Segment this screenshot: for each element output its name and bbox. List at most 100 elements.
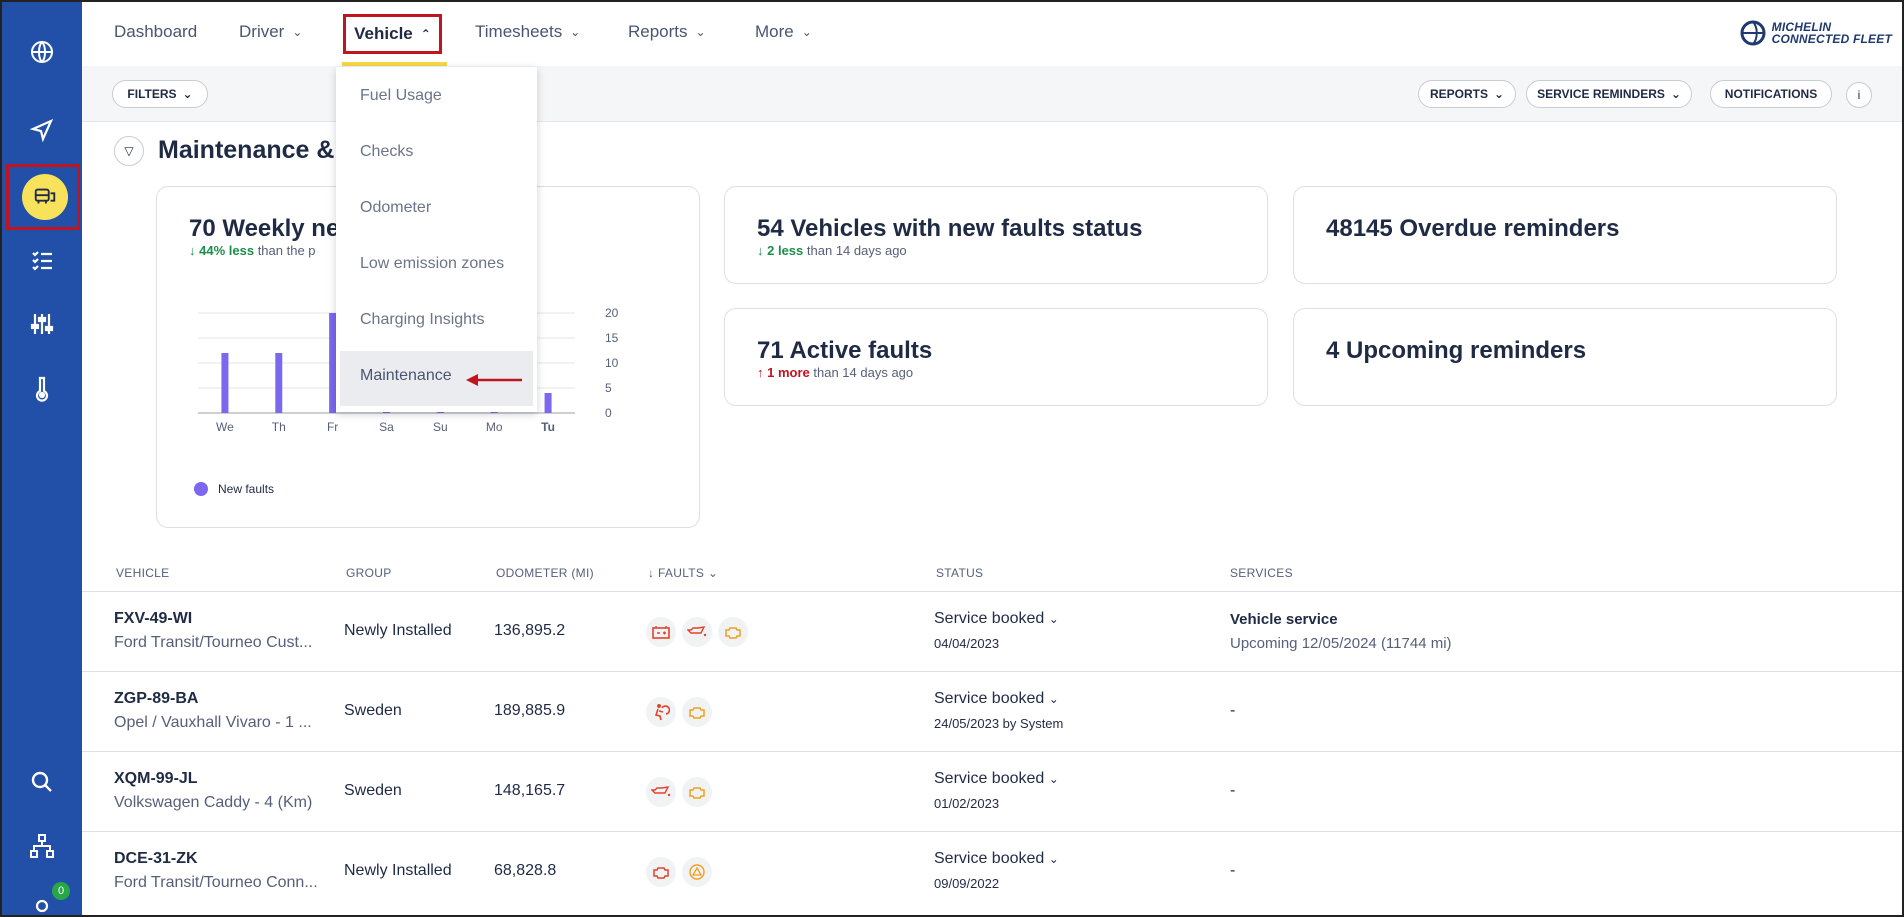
table-row[interactable]: FXV-49-WI Ford Transit/Tourneo Cust... N… xyxy=(82,592,1902,672)
menu-item-odometer[interactable]: Odometer xyxy=(360,199,432,216)
vehicle-model: Ford Transit/Tourneo Cust... xyxy=(114,634,313,651)
active-faults-delta: ↑ 1 more than 14 days ago xyxy=(757,365,913,380)
chevron-down-icon: ⌄ xyxy=(182,87,193,101)
service-title[interactable]: Vehicle service xyxy=(1230,611,1338,628)
new-faults-card[interactable]: 54 Vehicles with new faults status ↓ 2 l… xyxy=(724,186,1268,284)
sliders-icon[interactable] xyxy=(2,296,82,352)
vehicle-model: Volkswagen Caddy - 4 (Km) xyxy=(114,794,313,811)
new-faults-delta: ↓ 2 less than 14 days ago xyxy=(757,243,907,258)
col-header-odometer[interactable]: ODOMETER (MI) xyxy=(496,566,594,580)
chevron-up-icon: ⌃ xyxy=(420,27,431,41)
vehicle-odometer: 189,885.9 xyxy=(494,702,566,719)
status-dropdown[interactable]: Service booked ⌄ xyxy=(934,770,1059,788)
navigation-icon[interactable] xyxy=(2,102,82,158)
vehicle-dropdown-menu: Fuel Usage Checks Odometer Low emission … xyxy=(336,67,537,412)
active-faults-card[interactable]: 71 Active faults ↑ 1 more than 14 days a… xyxy=(724,308,1268,406)
filters-label: FILTERS xyxy=(127,87,177,101)
service-title: - xyxy=(1230,782,1236,799)
top-navigation: Dashboard Driver ⌄ Vehicle ⌃ Timesheets ⌄ R… xyxy=(82,2,1902,66)
col-header-vehicle[interactable]: VEHICLE xyxy=(116,566,170,580)
col-header-group[interactable]: GROUP xyxy=(346,566,392,580)
chevron-down-icon: ⌄ xyxy=(1493,87,1505,101)
y-tick-label: 20 xyxy=(605,306,619,320)
vehicle-icon xyxy=(22,174,68,220)
x-tick-label: We xyxy=(216,420,234,434)
status-label: Service booked xyxy=(934,770,1045,787)
col-header-status[interactable]: STATUS xyxy=(936,566,984,580)
vehicle-plate[interactable]: XQM-99-JL xyxy=(114,770,198,787)
table-row[interactable]: ZGP-89-BA Opel / Vauxhall Vivaro - 1 ...… xyxy=(82,672,1902,752)
brand-logo: MICHELIN CONNECTED FLEET xyxy=(1740,20,1892,46)
x-tick-label: Mo xyxy=(486,420,503,434)
upcoming-reminders-card[interactable]: 4 Upcoming reminders xyxy=(1293,308,1837,406)
status-dropdown[interactable]: Service booked ⌄ xyxy=(934,850,1059,868)
col-header-services[interactable]: SERVICES xyxy=(1230,566,1293,580)
oil-pressure-icon[interactable] xyxy=(682,617,712,647)
nav-more[interactable]: More ⌄ xyxy=(755,22,812,42)
check-engine-icon[interactable] xyxy=(682,697,712,727)
status-dropdown[interactable]: Service booked ⌄ xyxy=(934,690,1059,708)
weekly-faults-title: 70 Weekly ne xyxy=(189,215,340,242)
collapse-section-button[interactable]: ▽ xyxy=(114,136,144,166)
arrow-up-icon: ↑ xyxy=(757,365,764,380)
new-faults-delta-text: than 14 days ago xyxy=(806,243,907,258)
chart-bar xyxy=(275,353,283,413)
vehicle-plate[interactable]: ZGP-89-BA xyxy=(114,690,199,707)
nav-dashboard[interactable]: Dashboard xyxy=(114,22,197,42)
airbag-fault-icon[interactable] xyxy=(646,697,676,727)
info-icon[interactable]: i xyxy=(1846,82,1872,108)
service-reminders-button[interactable]: SERVICE REMINDERS ⌄ xyxy=(1526,80,1692,108)
table-row[interactable]: XQM-99-JL Volkswagen Caddy - 4 (Km) Swed… xyxy=(82,752,1902,832)
status-dropdown[interactable]: Service booked ⌄ xyxy=(934,610,1059,628)
status-date: 24/05/2023 by System xyxy=(934,716,1064,731)
col-header-faults[interactable]: ↓ FAULTS ⌄ xyxy=(648,566,718,580)
search-icon[interactable] xyxy=(2,754,82,810)
sidebar-item-vehicles[interactable] xyxy=(6,164,80,230)
y-tick-label: 10 xyxy=(605,356,619,370)
chevron-down-icon: ⌄ xyxy=(292,25,303,39)
chevron-down-icon: ⌄ xyxy=(1048,692,1059,706)
service-subtitle: Upcoming 12/05/2024 (11744 mi) xyxy=(1230,635,1452,652)
nav-timesheets[interactable]: Timesheets ⌄ xyxy=(475,22,580,42)
arrow-down-icon: ↓ xyxy=(189,243,196,258)
menu-item-maintenance[interactable] xyxy=(340,351,533,406)
filters-button[interactable]: FILTERS ⌄ xyxy=(112,80,208,108)
menu-item-charging-insights[interactable]: Charging Insights xyxy=(360,311,485,328)
reports-button[interactable]: REPORTS ⌄ xyxy=(1418,80,1516,108)
thermometer-icon[interactable] xyxy=(2,360,82,416)
engine-fault-icon[interactable] xyxy=(646,857,676,887)
active-faults-title: 71 Active faults xyxy=(757,337,933,364)
vehicle-plate[interactable]: FXV-49-WI xyxy=(114,610,193,627)
x-tick-label: Fr xyxy=(327,420,338,434)
checklist-icon[interactable] xyxy=(2,232,82,288)
nav-reports[interactable]: Reports ⌄ xyxy=(628,22,706,42)
overdue-reminders-title: 48145 Overdue reminders xyxy=(1326,215,1620,242)
nav-driver[interactable]: Driver ⌄ xyxy=(239,22,302,42)
menu-item-fuel-usage[interactable]: Fuel Usage xyxy=(360,87,442,104)
check-engine-icon[interactable] xyxy=(682,777,712,807)
weekly-faults-delta: ↓ 44% less than the p xyxy=(189,243,316,258)
chevron-down-icon: ⌄ xyxy=(570,25,581,39)
vehicle-odometer: 148,165.7 xyxy=(494,782,566,799)
vehicle-model: Ford Transit/Tourneo Conn... xyxy=(114,874,318,891)
nav-vehicle[interactable]: Vehicle ⌃ xyxy=(343,14,442,54)
user-icon[interactable] xyxy=(2,882,82,917)
hierarchy-icon[interactable] xyxy=(2,818,82,874)
oil-pressure-icon[interactable] xyxy=(646,777,676,807)
vehicle-plate[interactable]: DCE-31-ZK xyxy=(114,850,198,867)
warning-triangle-icon[interactable] xyxy=(682,857,712,887)
notifications-button[interactable]: NOTIFICATIONS xyxy=(1710,80,1832,108)
menu-item-checks[interactable]: Checks xyxy=(360,143,414,160)
y-tick-label: 5 xyxy=(605,381,612,395)
status-label: Service booked xyxy=(934,850,1045,867)
check-engine-icon[interactable] xyxy=(718,617,748,647)
chart-bar xyxy=(221,353,229,413)
overdue-reminders-card[interactable]: 48145 Overdue reminders xyxy=(1293,186,1837,284)
x-tick-label: Tu xyxy=(541,420,555,434)
y-tick-label: 15 xyxy=(605,331,619,345)
table-row[interactable]: DCE-31-ZK Ford Transit/Tourneo Conn... N… xyxy=(82,832,1902,912)
logo-globe-icon[interactable] xyxy=(2,24,82,80)
legend-label: New faults xyxy=(218,482,275,496)
menu-item-low-emission-zones[interactable]: Low emission zones xyxy=(360,255,505,272)
battery-fault-icon[interactable] xyxy=(646,617,676,647)
